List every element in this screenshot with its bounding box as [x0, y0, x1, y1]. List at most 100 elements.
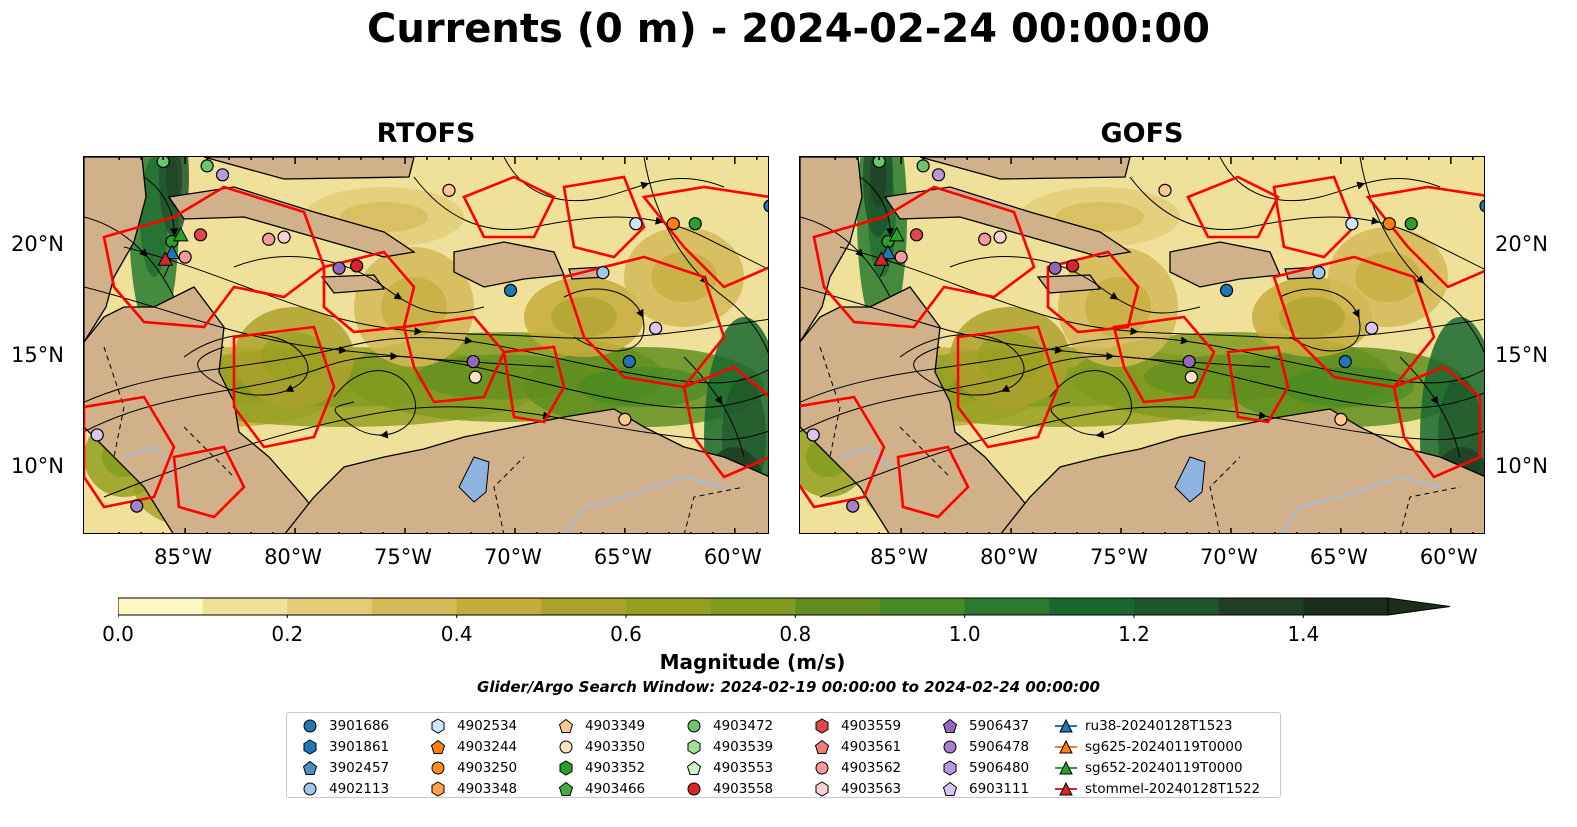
lat-tick-label: 10°N [1495, 454, 1548, 479]
legend-label: 5906437 [969, 718, 1030, 734]
colorbar-tick-label: 0.0 [102, 622, 134, 646]
legend-item: 5906480 [939, 758, 1029, 778]
hexagon-marker-icon [431, 718, 445, 734]
colorbar-bin [1134, 598, 1220, 615]
legend-label: ru38-20240128T1523 [1085, 718, 1233, 734]
colorbar-bin [118, 598, 204, 615]
legend-item: 3902457 [299, 758, 389, 778]
legend-label: 4903561 [841, 739, 902, 755]
colorbar-bin [541, 598, 627, 615]
legend-label: 4903558 [713, 781, 774, 797]
legend: 3901686 3901861 3902457 4902113 4902534 49032… [286, 712, 1281, 798]
circle-marker-icon [815, 761, 829, 775]
float-marker [688, 217, 702, 231]
legend-item: 4903558 [683, 779, 773, 799]
legend-label: 4903553 [713, 760, 774, 776]
legend-item: 3901686 [299, 716, 389, 736]
colorbar-tick-label: 1.2 [1118, 622, 1150, 646]
float-marker [90, 428, 104, 442]
colorbar-bin [964, 598, 1050, 615]
legend-item: 4903348 [427, 779, 517, 799]
float-marker [1479, 199, 1484, 213]
legend-item: 4903472 [683, 716, 773, 736]
float-marker [1312, 266, 1326, 280]
float-marker [931, 168, 946, 182]
legend-item: 4903562 [811, 758, 901, 778]
hexagon-marker-icon [687, 739, 701, 755]
colorbar-tick-label: 1.4 [1287, 622, 1320, 646]
legend-label: 4903349 [585, 718, 646, 734]
lon-tick-label: 65°W [593, 545, 652, 569]
colorbar-bin [1049, 598, 1135, 615]
float-marker [1066, 259, 1080, 273]
float-marker [596, 266, 610, 280]
legend-item: 3901861 [299, 737, 389, 757]
legend-item: sg625-20240119T0000 [1055, 737, 1243, 757]
float-marker [503, 283, 518, 298]
lon-tick-label: 80°W [980, 545, 1039, 569]
float-marker [200, 159, 214, 173]
float-marker [262, 232, 276, 246]
colorbar-tick-label: 0.2 [271, 622, 304, 646]
colorbar-bin [880, 598, 966, 615]
float-marker [215, 168, 230, 182]
float-marker [763, 199, 768, 213]
legend-label: 4902534 [457, 718, 518, 734]
lon-tick-label: 75°W [1090, 545, 1148, 569]
float-marker [1365, 321, 1379, 335]
float-marker [468, 370, 482, 384]
legend-item: 4903563 [811, 779, 901, 799]
circle-marker-icon [687, 782, 701, 796]
pentagon-marker-icon [942, 781, 958, 796]
legend-label: 4903563 [841, 781, 902, 797]
legend-item: 4903466 [555, 779, 645, 799]
legend-item: 4903561 [811, 737, 901, 757]
lon-tick-label: 65°W [1309, 545, 1368, 569]
hexagon-marker-icon [815, 781, 829, 797]
float-marker [1334, 412, 1348, 426]
lon-tick-label: 70°W [1199, 545, 1258, 569]
legend-item: 4903553 [683, 758, 773, 778]
pentagon-marker-icon [302, 760, 318, 775]
float-marker [916, 159, 930, 173]
float-marker [332, 261, 346, 275]
legend-label: 4903350 [585, 739, 646, 755]
lon-tick-label: 75°W [374, 545, 432, 569]
legend-label: sg652-20240119T0000 [1085, 760, 1243, 776]
float-marker [894, 250, 908, 264]
circle-marker-icon [431, 761, 445, 775]
legend-label: 3901686 [329, 718, 390, 734]
legend-label: 4903352 [585, 760, 646, 776]
legend-item: 4902113 [299, 779, 389, 799]
float-marker [622, 354, 636, 369]
colorbar-bin [287, 598, 373, 615]
colorbar-bin [456, 598, 542, 615]
legend-label: 4903472 [713, 718, 774, 734]
legend-item: ru38-20240128T1523 [1055, 716, 1232, 736]
float-marker [178, 250, 192, 264]
float-marker [442, 183, 456, 197]
triangle-line-marker-icon [1055, 718, 1077, 733]
pentagon-marker-icon [430, 739, 446, 754]
colorbar-bin [710, 598, 796, 615]
legend-item: 4903350 [555, 737, 645, 757]
triangle-line-marker-icon [1055, 739, 1077, 754]
legend-item: 4903539 [683, 737, 773, 757]
legend-label: 5906480 [969, 760, 1030, 776]
legend-item: sg652-20240119T0000 [1055, 758, 1243, 778]
legend-label: 4902113 [329, 781, 390, 797]
rtofs-map [83, 156, 769, 534]
float-marker [1219, 283, 1234, 298]
lon-tick-label: 85°W [870, 545, 929, 569]
pentagon-marker-icon [814, 739, 830, 754]
float-marker [1184, 370, 1198, 384]
legend-label: 4903244 [457, 739, 518, 755]
lon-tick-label: 70°W [483, 545, 542, 569]
float-marker [846, 499, 860, 513]
pentagon-marker-icon [558, 781, 574, 796]
colorbar-bin [795, 598, 881, 615]
float-marker [1158, 183, 1172, 197]
legend-label: 3901861 [329, 739, 390, 755]
colorbar-tick-label: 0.8 [779, 622, 812, 646]
legend-label: stommel-20240128T1522 [1085, 781, 1261, 797]
